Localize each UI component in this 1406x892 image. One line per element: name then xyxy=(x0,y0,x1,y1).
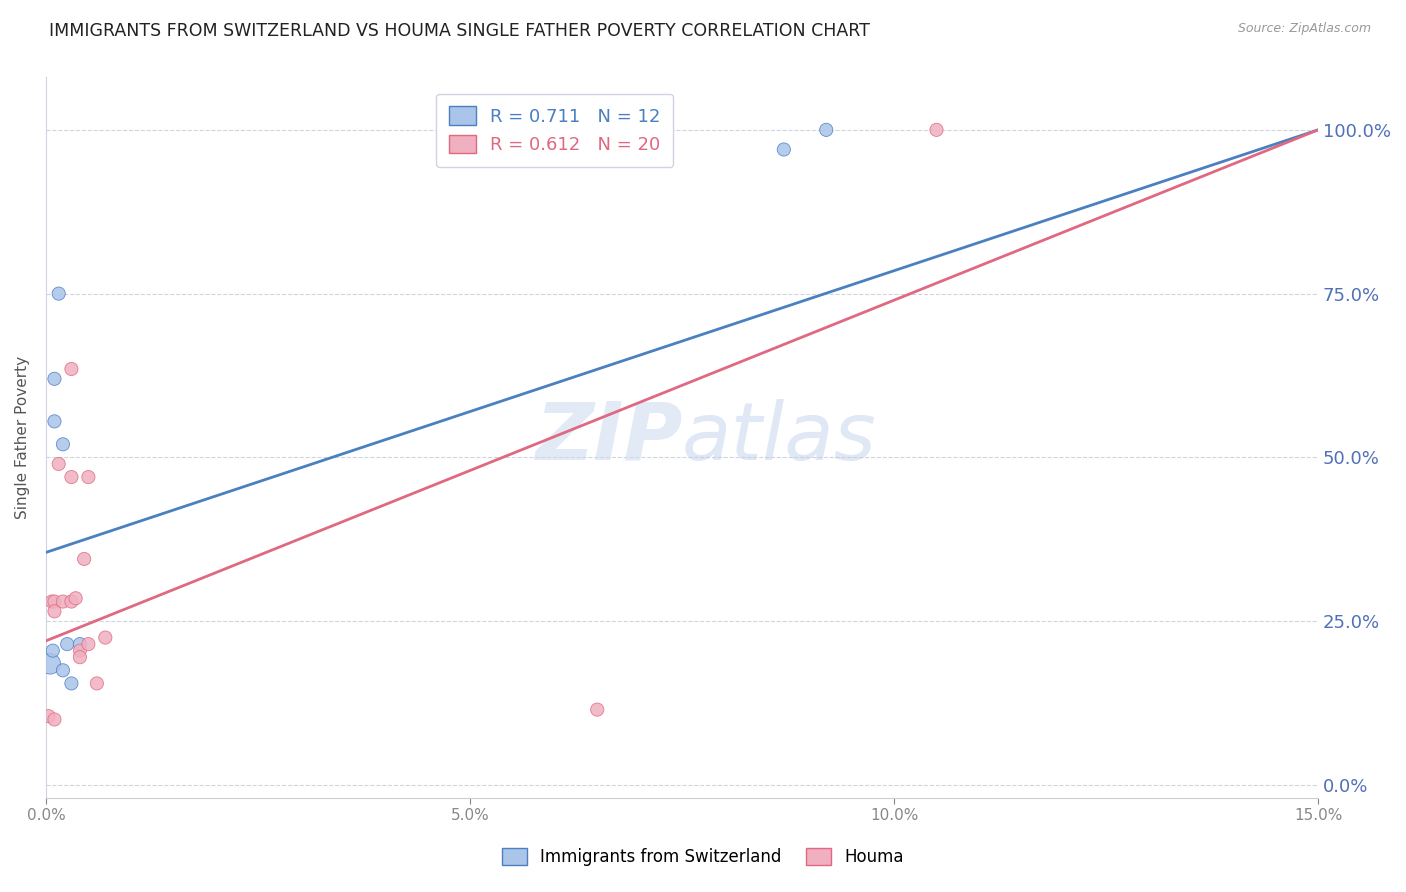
Point xyxy=(44,594,66,608)
Point xyxy=(69,650,91,665)
Point xyxy=(60,594,83,608)
Point xyxy=(44,372,66,386)
Point xyxy=(94,631,117,645)
Point xyxy=(815,123,838,137)
Point xyxy=(48,286,70,301)
Point xyxy=(65,591,87,606)
Point xyxy=(60,676,83,690)
Text: IMMIGRANTS FROM SWITZERLAND VS HOUMA SINGLE FATHER POVERTY CORRELATION CHART: IMMIGRANTS FROM SWITZERLAND VS HOUMA SIN… xyxy=(49,22,870,40)
Point xyxy=(52,594,75,608)
Y-axis label: Single Father Poverty: Single Father Poverty xyxy=(15,356,30,519)
Point xyxy=(772,143,794,157)
Point xyxy=(925,123,948,137)
Point xyxy=(60,362,83,376)
Point xyxy=(77,637,100,651)
Point xyxy=(52,663,75,677)
Point xyxy=(39,657,62,671)
Point xyxy=(44,713,66,727)
Point xyxy=(42,643,65,657)
Point xyxy=(44,604,66,618)
Text: atlas: atlas xyxy=(682,399,877,476)
Point xyxy=(52,437,75,451)
Legend: R = 0.711   N = 12, R = 0.612   N = 20: R = 0.711 N = 12, R = 0.612 N = 20 xyxy=(436,94,673,167)
Text: ZIP: ZIP xyxy=(534,399,682,476)
Point xyxy=(38,709,60,723)
Point xyxy=(586,703,609,717)
Point xyxy=(56,637,79,651)
Point xyxy=(86,676,108,690)
Point xyxy=(69,637,91,651)
Point xyxy=(73,552,96,566)
Point xyxy=(69,643,91,657)
Point xyxy=(48,457,70,471)
Point xyxy=(77,470,100,484)
Text: Source: ZipAtlas.com: Source: ZipAtlas.com xyxy=(1237,22,1371,36)
Point xyxy=(60,470,83,484)
Legend: Immigrants from Switzerland, Houma: Immigrants from Switzerland, Houma xyxy=(495,841,911,873)
Point xyxy=(44,414,66,428)
Point xyxy=(41,594,63,608)
